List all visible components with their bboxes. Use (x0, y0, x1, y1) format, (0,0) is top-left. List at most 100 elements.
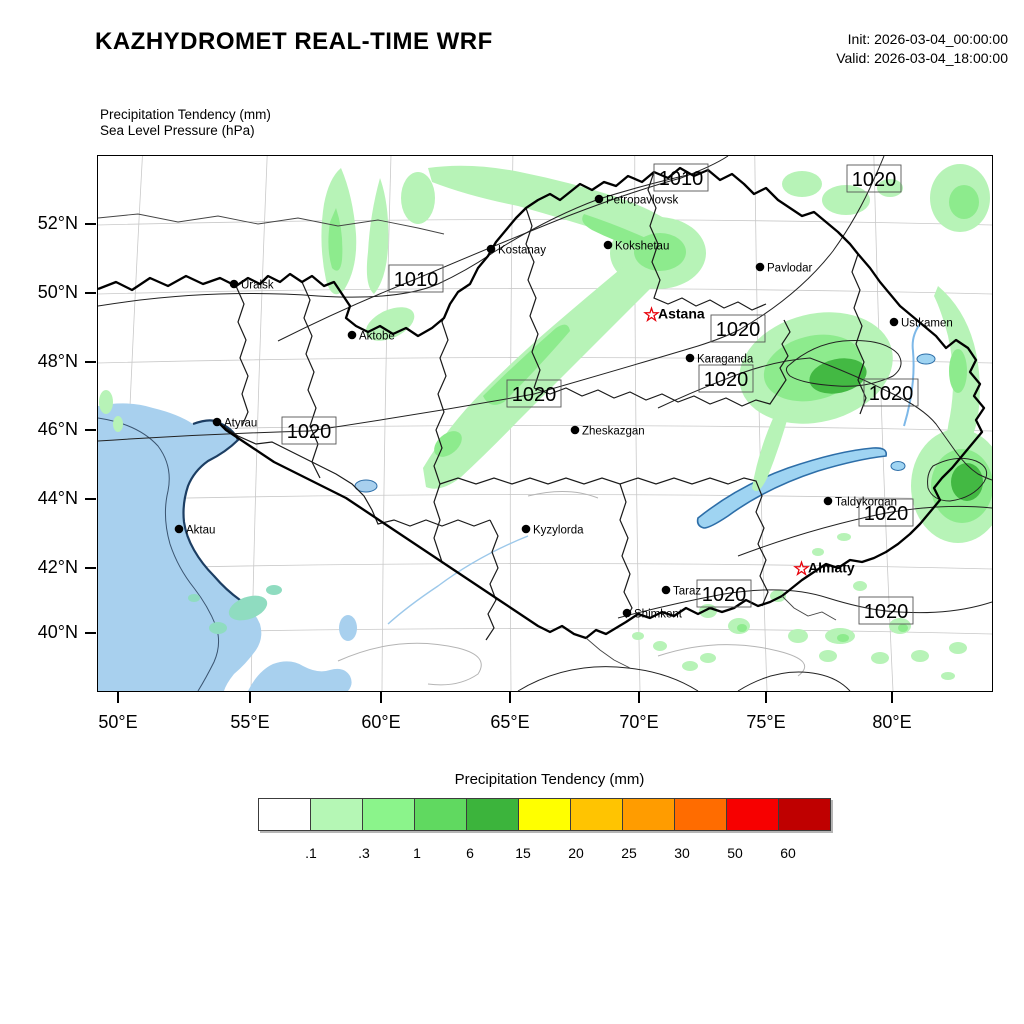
lon-tick-label: 80°E (872, 712, 912, 732)
legend-tick-label: .1 (305, 845, 317, 861)
map-canvas: 1010 1020 1010 1020 1020 1020 1020 1020 1020 1020… (97, 155, 993, 692)
pressure-label-box (696, 579, 752, 608)
pressure-label-box (846, 164, 902, 193)
lon-tick-mark (380, 692, 382, 703)
city-dot-icon (212, 417, 222, 427)
legend-tick-label: 60 (780, 845, 796, 861)
pressure-label-layer: 1010 1020 1010 1020 1020 1020 1020 1020 1020 1020… (281, 163, 919, 625)
city-label: Ustkamen (901, 318, 953, 330)
irtysh-river (903, 323, 921, 427)
aral-north (354, 479, 378, 493)
city-dot-icon (594, 194, 604, 204)
city-dot-icon (622, 608, 632, 618)
city-marker: Aktobe (347, 330, 395, 343)
city-dot-icon (229, 279, 239, 289)
city-marker: Karaganda (685, 354, 754, 366)
city-label: Uralsk (241, 280, 274, 292)
city-label: Aktobe (359, 331, 395, 343)
gray-contours (337, 490, 806, 686)
legend-color-cell (518, 798, 571, 831)
pressure-label-text: 1020 (287, 421, 332, 443)
legend-tick-label: 50 (727, 845, 743, 861)
city-label: Kokshetau (615, 241, 669, 253)
lake-zaysan (916, 353, 936, 365)
city-marker: Kokshetau (603, 240, 669, 253)
field-labels: Precipitation Tendency (mm) Sea Level Pr… (100, 107, 271, 139)
city-label: Aktau (186, 525, 215, 537)
city-dot-icon (603, 240, 613, 250)
longitude-axis: 50°E 55°E 60°E 65°E 70°E 75°E 80°E (97, 690, 991, 740)
pressure-label-text: 1020 (864, 503, 909, 525)
city-label: Kyzylorda (533, 525, 584, 537)
field-precip-label: Precipitation Tendency (mm) (100, 107, 271, 122)
lat-tick-mark (85, 292, 96, 294)
legend-color-cell (466, 798, 519, 831)
lat-tick-mark (85, 498, 96, 500)
city-marker: Petropavlovsk (594, 194, 678, 207)
syrdarya-river (387, 535, 529, 625)
lon-tick-label: 70°E (619, 712, 659, 732)
lat-tick-mark (85, 567, 96, 569)
pressure-label-box (710, 314, 766, 343)
national-border (98, 166, 986, 640)
lake-alakol (890, 461, 906, 471)
legend-color-cell (778, 798, 831, 831)
legend-tick-label: .3 (358, 845, 370, 861)
lat-tick-label: 40°N (37, 622, 78, 642)
pressure-label: 1020 (858, 596, 914, 625)
city-label: Taldykorgan (835, 497, 897, 509)
city-star-icon: ☆ (643, 305, 660, 326)
lat-tick-label: 48°N (37, 351, 78, 371)
pressure-label: 1020 (506, 379, 562, 408)
valid-time: Valid: 2026-03-04_18:00:00 (836, 50, 1008, 66)
pressure-label-text: 1020 (512, 384, 557, 406)
pressure-label-box (863, 378, 919, 407)
legend-color-cell (622, 798, 675, 831)
pressure-label-box (698, 364, 754, 393)
pressure-contours (98, 156, 992, 691)
pressure-label-text: 1010 (394, 269, 439, 291)
aral-remnant (339, 615, 357, 641)
pressure-label: 1020 (858, 498, 914, 527)
pressure-label: 1020 (846, 164, 902, 193)
lat-tick-mark (85, 429, 96, 431)
pressure-label: 1010 (388, 264, 444, 293)
legend-tick-label: 1 (413, 845, 421, 861)
lat-tick-label: 42°N (37, 557, 78, 577)
lat-tick-mark (85, 361, 96, 363)
precip-over-sea-layer (188, 585, 282, 634)
city-label: Taraz (673, 586, 701, 598)
pressure-label: 1020 (710, 314, 766, 343)
city-label: Pavlodar (767, 263, 813, 275)
city-label: Almaty (808, 560, 855, 576)
meridian-line (381, 156, 392, 691)
lon-tick-mark (249, 692, 251, 703)
city-dot-icon (347, 330, 357, 340)
legend-tick-label: 15 (515, 845, 531, 861)
city-marker: Atyrau (212, 417, 257, 430)
legend-tick-label: 30 (674, 845, 690, 861)
city-marker: Kostanay (486, 245, 546, 257)
pressure-label-text: 1020 (716, 319, 761, 341)
lat-tick-mark (85, 632, 96, 634)
legend-color-cell (726, 798, 779, 831)
caspian-true-coast (98, 417, 220, 691)
legend-color-cell (414, 798, 467, 831)
legend-color-cell (570, 798, 623, 831)
city-marker: ☆Almaty (793, 559, 855, 580)
foreign-borders (98, 213, 837, 669)
lat-tick-label: 44°N (37, 488, 78, 508)
city-dot-icon (661, 585, 671, 595)
parallel-line (98, 494, 992, 501)
city-marker: Aktau (174, 525, 215, 537)
map-svg: 1010 1020 1010 1020 1020 1020 1020 1020 1020 1020… (98, 156, 992, 691)
pressure-label-box (858, 596, 914, 625)
city-dot-icon (823, 496, 833, 506)
lat-tick-label: 52°N (37, 213, 78, 233)
lon-tick-mark (117, 692, 119, 703)
legend-color-cell (258, 798, 311, 831)
lon-tick-label: 55°E (230, 712, 270, 732)
lon-tick-mark (509, 692, 511, 703)
lat-tick-label: 50°N (37, 282, 78, 302)
pressure-label: 1020 (696, 579, 752, 608)
